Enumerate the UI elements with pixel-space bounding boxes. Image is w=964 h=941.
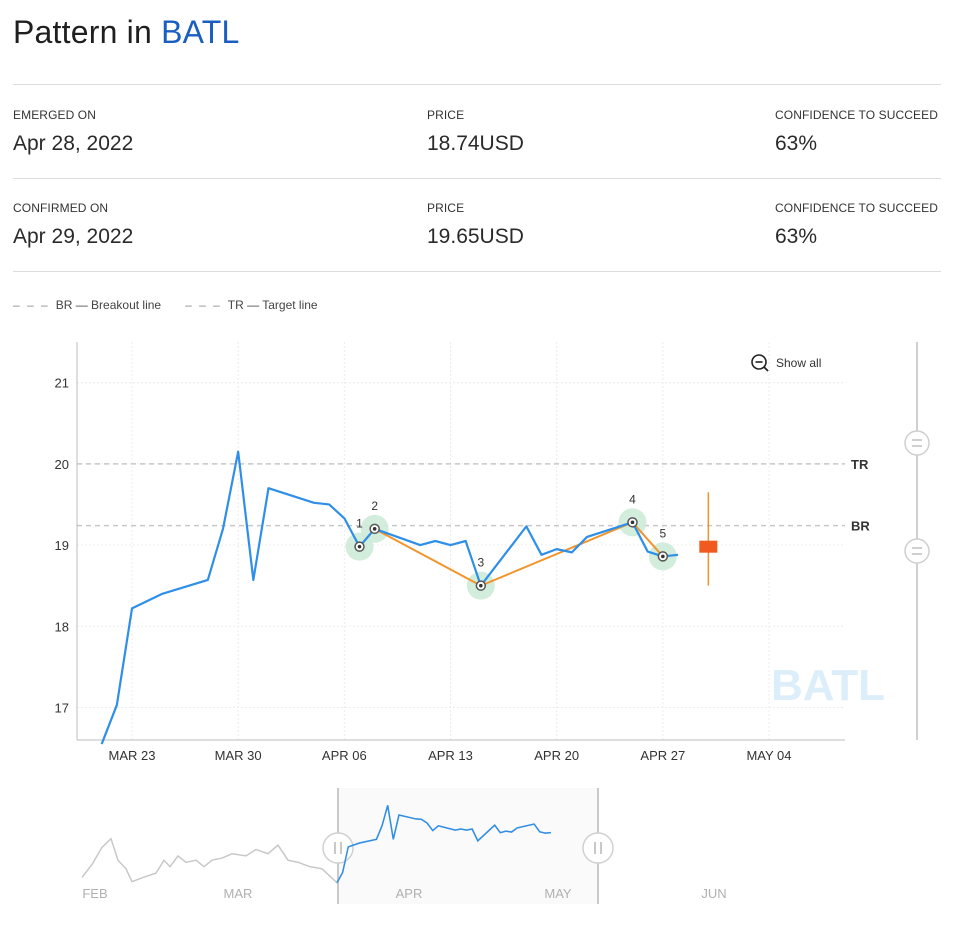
x-tick-label: MAR 23 (109, 748, 156, 763)
y-axis-ticks: 17 18 19 20 21 (55, 376, 69, 716)
emerged-date-value: Apr 28, 2022 (13, 132, 134, 155)
confirmed-price-value: 19.65USD (427, 225, 524, 248)
legend-dash: – – – (13, 298, 50, 312)
emerged-price-value: 18.74USD (427, 132, 524, 155)
navigator-handle-right[interactable] (582, 832, 614, 864)
pattern-point-center (661, 554, 665, 559)
navigator-selected-series (336, 805, 552, 884)
confirmed-price-cell: PRICE 19.65USD (427, 201, 524, 249)
y-tick-label: 19 (55, 538, 69, 553)
x-axis-ticks: MAR 23 MAR 30 APR 06 APR 13 APR 20 APR 27 MAY … (109, 748, 792, 763)
ticker-link[interactable]: BATL (161, 14, 240, 50)
chart-legend: – – – BR — Breakout line – – – TR — Targ… (13, 298, 318, 312)
tr-line-label: TR (851, 457, 869, 472)
pattern-point-center (372, 527, 377, 531)
x-tick-label: APR 27 (640, 748, 685, 763)
confirmed-price-label: PRICE (427, 201, 465, 215)
pattern-line (358, 521, 664, 587)
show-all-button[interactable]: Show all (751, 354, 821, 372)
y-tick-label: 21 (55, 376, 69, 391)
price-line (100, 450, 679, 745)
legend-target-label: TR — Target line (227, 298, 318, 312)
emerged-price-cell: PRICE 18.74USD (427, 108, 524, 156)
emerged-confidence-label: CONFIDENCE TO SUCCEED (775, 108, 939, 122)
emerged-price-label: PRICE (427, 108, 465, 122)
br-line-label: BR (851, 519, 870, 534)
legend-target: – – – TR — Target line (185, 298, 318, 312)
watermark: BATL (771, 661, 885, 710)
x-tick-label: MAY 04 (746, 748, 791, 763)
zoom-out-icon (751, 354, 767, 370)
confirmed-confidence-label: CONFIDENCE TO SUCCEED (775, 201, 939, 215)
emerged-row: EMERGED ON Apr 28, 2022 PRICE 18.74USD C… (13, 108, 953, 178)
zoom-out-icon-handle (763, 366, 769, 372)
navigator-months: FEB MAR APR MAY JUN (82, 886, 726, 901)
y-tick-label: 17 (55, 701, 69, 716)
price-series (100, 450, 679, 745)
legend-breakout-label: BR — Breakout line (55, 298, 162, 312)
navigator-selection (338, 788, 598, 904)
navigator-month-label: FEB (82, 886, 107, 901)
confirmed-confidence-value: 63% (775, 225, 818, 248)
pattern-point-label: 2 (371, 499, 378, 513)
show-all-label: Show all (776, 356, 821, 370)
x-tick-label: MAR 30 (215, 748, 262, 763)
pattern-point-center (479, 583, 483, 588)
divider (13, 84, 941, 85)
confirm-marker-box (699, 540, 718, 553)
divider (13, 271, 941, 272)
x-tick-label: APR 06 (322, 748, 367, 763)
emerged-confidence-cell: CONFIDENCE TO SUCCEED 63% (775, 108, 938, 156)
legend-breakout: – – – BR — Breakout line (13, 298, 161, 312)
pattern-point-label: 1 (356, 517, 363, 531)
pattern-markers: 12 3 4 5 (354, 492, 669, 591)
navigator-month-label: MAY (544, 886, 572, 901)
chart-grid (77, 342, 845, 740)
x-tick-label: APR 20 (534, 748, 579, 763)
y-slider-handle-top[interactable] (904, 430, 930, 456)
navigator-month-label: MAR (224, 886, 253, 901)
pattern-point-center (630, 520, 635, 525)
confirmed-date-cell: CONFIRMED ON Apr 29, 2022 (13, 201, 133, 249)
x-tick-label: APR 13 (428, 748, 473, 763)
confirmed-date-value: Apr 29, 2022 (13, 225, 134, 248)
pattern-point-center (357, 544, 362, 549)
y-tick-label: 20 (55, 457, 69, 472)
navigator-month-label: JUN (701, 886, 726, 901)
range-navigator[interactable]: FEB MAR APR MAY JUN (81, 788, 727, 904)
emerged-date-cell: EMERGED ON Apr 28, 2022 (13, 108, 133, 156)
confirmed-date-label: CONFIRMED ON (13, 201, 109, 215)
y-tick-label: 18 (55, 619, 69, 634)
pattern-point-label: 3 (477, 556, 484, 570)
reference-lines: TR BR (77, 457, 870, 534)
pattern-point-label: 5 (659, 526, 666, 540)
confirmed-row: CONFIRMED ON Apr 29, 2022 PRICE 19.65USD… (13, 201, 953, 271)
divider (13, 178, 941, 179)
navigator-month-label: APR (396, 886, 423, 901)
emerged-date-label: EMERGED ON (13, 108, 97, 122)
page-title: Pattern in BATL (13, 14, 240, 51)
confirmed-confidence-cell: CONFIDENCE TO SUCCEED 63% (775, 201, 938, 249)
navigator-handle-left[interactable] (322, 832, 354, 864)
pattern-point-label: 4 (629, 492, 636, 506)
legend-dash: – – – (185, 298, 222, 312)
y-slider-handle-bottom[interactable] (904, 538, 930, 564)
pattern-overlay (345, 492, 718, 600)
title-prefix: Pattern in (13, 14, 152, 50)
emerged-confidence-value: 63% (775, 132, 818, 155)
y-range-slider[interactable] (904, 342, 930, 740)
